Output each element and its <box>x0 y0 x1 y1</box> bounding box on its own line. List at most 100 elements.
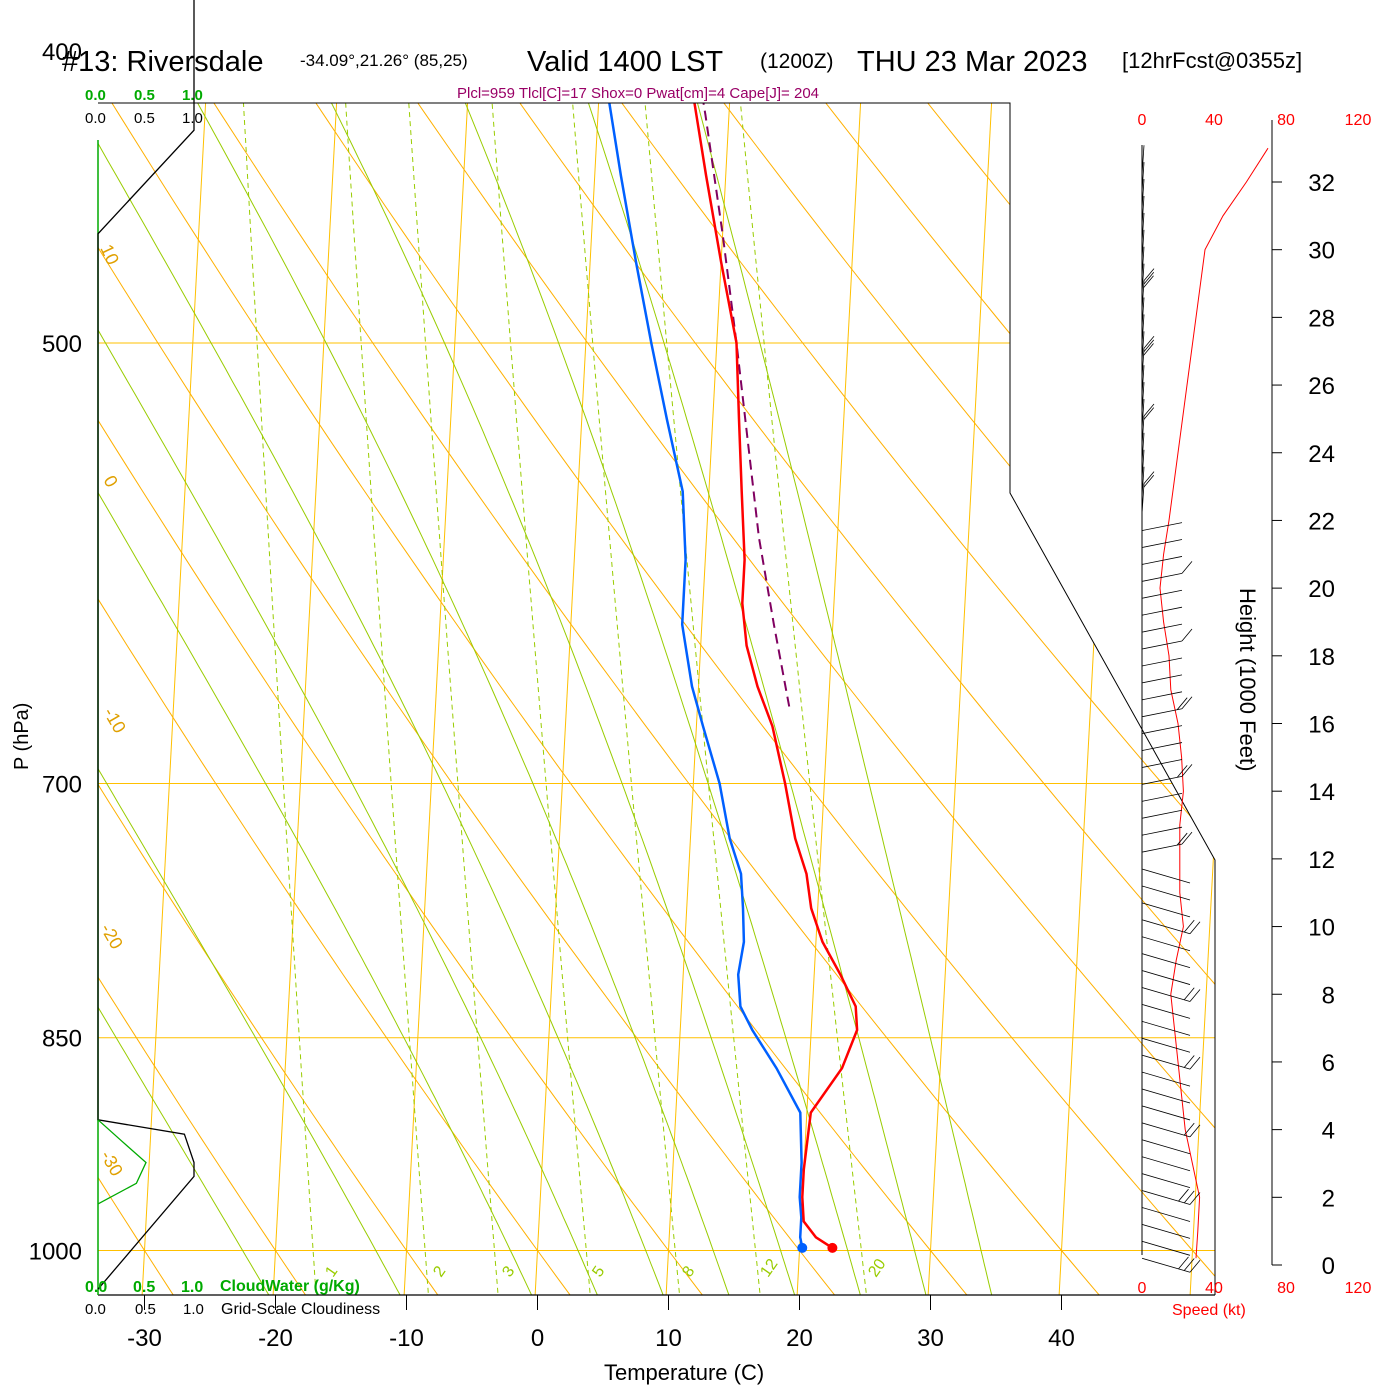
wind-barb-flag <box>1143 339 1155 353</box>
height-tick-label: 18 <box>1308 644 1335 671</box>
dry-adiabat-line <box>135 103 1215 1295</box>
height-tick-label: 14 <box>1308 779 1335 806</box>
isotherm-line <box>141 103 245 1295</box>
height-tick-label: 24 <box>1308 441 1335 468</box>
wind-barb <box>1141 1004 1191 1019</box>
wind-barb <box>1141 987 1191 1002</box>
dry-adiabat-label: 0 <box>100 472 122 491</box>
wind-barb-flag <box>1183 1055 1195 1068</box>
wind-barb <box>1141 742 1183 751</box>
moist-adiabat-line <box>98 103 405 1295</box>
wind-barb-flag <box>1189 989 1201 1002</box>
isotherm-line <box>927 103 1031 1295</box>
moist-adiabat-line <box>98 103 798 1295</box>
wind-barb <box>1141 868 1191 884</box>
wind-barb <box>1141 640 1183 650</box>
dry-adiabat-label: 20 <box>1105 645 1133 673</box>
pressure-tick-label: 500 <box>42 331 82 358</box>
dry-adiabat-line <box>98 103 576 1295</box>
mixing-ratio-label: 8 <box>679 1263 698 1280</box>
height-tick-label: 20 <box>1308 576 1335 603</box>
wind-barb <box>1141 162 1145 193</box>
parcel-line <box>620 103 791 707</box>
height-tick-label: 0 <box>1322 1253 1335 1280</box>
wind-barb-flag <box>1189 1124 1201 1138</box>
cloudwater-tick-top-2: 1.0 <box>182 87 203 104</box>
wind-barb <box>1141 885 1191 901</box>
wind-barb-flag <box>1178 1188 1189 1202</box>
height-tick-label: 32 <box>1308 170 1335 197</box>
sounding-profiles <box>458 103 859 1253</box>
wind-barb <box>1141 1173 1191 1189</box>
x-tick-label: 10 <box>655 1325 682 1352</box>
moist-adiabat-line <box>98 103 601 1295</box>
wind-barb <box>1141 331 1145 362</box>
cloudiness-tick-top-1: 0.5 <box>134 110 155 127</box>
wind-barb-flag <box>1183 919 1195 933</box>
wind-barb-flag <box>1176 765 1188 778</box>
wind-barb <box>1141 1122 1191 1138</box>
wind-barb-flag <box>1143 275 1154 289</box>
wind-barb <box>1141 297 1145 328</box>
moist-adiabat-line <box>98 103 274 1295</box>
dry-adiabat-label: -30 <box>97 1147 127 1180</box>
moist-adiabat-line <box>98 103 732 1295</box>
surface-temperature-point <box>827 1242 838 1253</box>
wind-barb-flag <box>1183 1190 1195 1204</box>
x-tick-label: -10 <box>389 1325 424 1352</box>
isotherm-line <box>534 103 638 1295</box>
plot-border <box>98 102 1216 1295</box>
wind-barb <box>1141 708 1183 718</box>
x-tick-label: -20 <box>258 1325 293 1352</box>
isotherm-line <box>1189 103 1215 1295</box>
mixing-ratio-label: 3 <box>499 1263 518 1280</box>
speed-tick-label-top: 120 <box>1345 112 1372 129</box>
wind-barb-flag <box>1181 561 1193 574</box>
wind-barb-flag <box>1181 831 1193 845</box>
dry-adiabat-line <box>98 103 1215 1295</box>
mixing-ratio-label: 2 <box>430 1263 449 1280</box>
wind-barb <box>1141 1054 1191 1070</box>
mixing-ratio-line <box>734 103 868 1295</box>
wind-barb-flag <box>1181 696 1193 709</box>
dry-adiabat-line <box>98 103 841 1295</box>
dry-adiabat-line <box>98 103 444 1295</box>
wind-barb <box>1141 263 1145 294</box>
height-tick-label: 10 <box>1308 915 1335 942</box>
wind-barb-flag <box>1143 271 1155 285</box>
height-tick-label: 22 <box>1308 508 1335 535</box>
wind-barb-flag <box>1143 403 1155 417</box>
wind-barb-flag <box>1143 471 1155 484</box>
pressure-tick-label: 400 <box>42 39 82 66</box>
isotherm-line <box>272 103 376 1295</box>
dry-adiabat-line <box>658 103 1215 1295</box>
wind-panel: 0246810121416182022242628303200404080801… <box>1138 112 1372 1297</box>
dry-adiabat-line <box>98 103 973 1295</box>
wind-barb <box>1141 179 1145 210</box>
wind-barb-flag <box>1143 407 1155 420</box>
wind-speed-line <box>1159 147 1269 1259</box>
wind-barb <box>1141 365 1145 396</box>
wind-barb <box>1141 902 1191 918</box>
dry-adiabat-line <box>222 103 1215 1295</box>
speed-tick-label-top: 40 <box>1205 112 1223 129</box>
height-tick-label: 2 <box>1322 1185 1335 1212</box>
wind-barb <box>1141 195 1145 227</box>
cloudiness-tick-top-2: 1.0 <box>182 110 203 127</box>
wind-barb <box>1141 314 1145 345</box>
dry-adiabat-label: 10 <box>1040 520 1068 548</box>
dry-adiabat-line <box>1006 103 1215 1295</box>
valid-time: Valid 1400 LST <box>527 46 723 78</box>
wind-barb <box>1141 936 1191 952</box>
x-tick-label: 40 <box>1048 1325 1075 1352</box>
mixing-ratio-line <box>240 103 317 1295</box>
y-axis-title: P (hPa) <box>11 703 33 770</box>
x-tick-label: 30 <box>917 1325 944 1352</box>
height-tick-label: 12 <box>1308 847 1335 874</box>
wind-barb-flag <box>1183 1258 1195 1271</box>
pressure-tick-label: 850 <box>42 1026 82 1053</box>
wind-barb <box>1141 1105 1191 1121</box>
speed-tick-label-bottom: 120 <box>1345 1280 1372 1297</box>
height-tick-label: 16 <box>1308 712 1335 739</box>
wind-barb <box>1141 809 1183 819</box>
